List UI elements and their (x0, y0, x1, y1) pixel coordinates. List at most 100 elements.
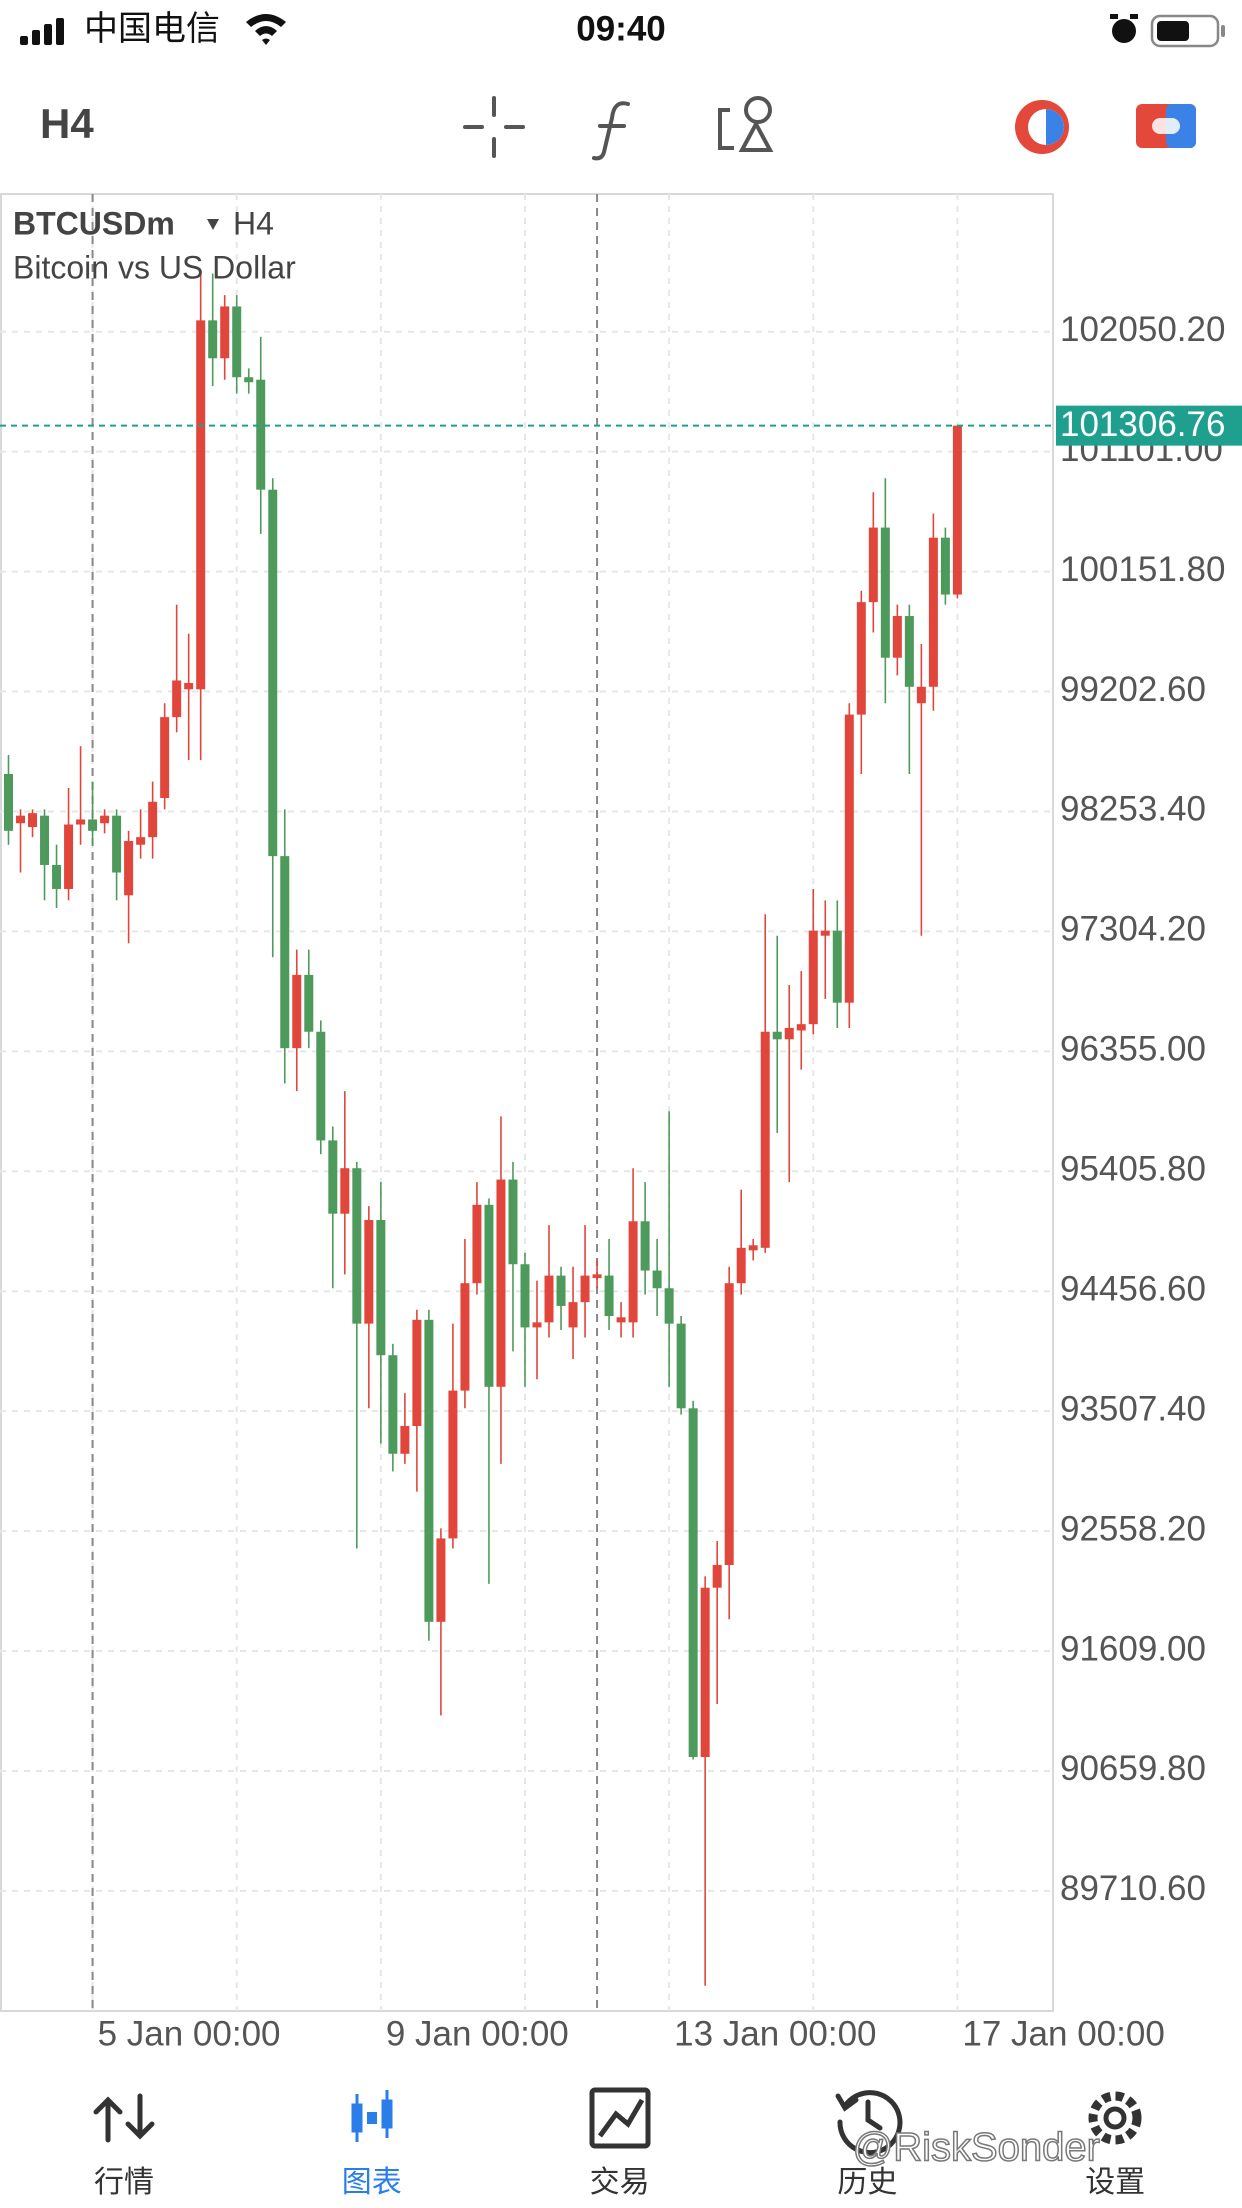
carrier: 中国电信 (84, 10, 220, 48)
candle-body (52, 864, 62, 889)
candle-body (268, 489, 278, 857)
chart-icon[interactable] (351, 2090, 393, 2142)
candle-body (508, 1179, 518, 1265)
candle-body (796, 1024, 806, 1031)
nav-tab-label[interactable]: 图表 (342, 2166, 402, 2199)
settings-icon[interactable] (1088, 2091, 1142, 2145)
nav-tab-label[interactable]: 设置 (1085, 2166, 1145, 2199)
trade-button[interactable] (1136, 104, 1196, 148)
signals-button[interactable] (1015, 100, 1069, 154)
candle-body (496, 1179, 506, 1387)
candle-body (832, 930, 842, 1003)
candle-body (892, 616, 902, 658)
candle-body (916, 686, 926, 704)
y-tick-label: 99202.60 (1060, 670, 1206, 709)
candle-body (340, 1168, 350, 1214)
symbol-description: Bitcoin vs US Dollar (13, 249, 296, 285)
clock: 09:40 (576, 9, 666, 48)
y-tick-label: 97304.20 (1060, 910, 1206, 949)
candle-body (664, 1288, 674, 1324)
objects-button[interactable] (718, 96, 774, 152)
candle-body (412, 1319, 422, 1426)
candle-body (376, 1220, 386, 1356)
alarm-icon (1110, 14, 1138, 43)
symbol-dropdown[interactable] (207, 219, 219, 230)
candle-body (184, 682, 194, 690)
candle-body (88, 819, 98, 831)
history-icon[interactable] (835, 2090, 903, 2156)
nav-tab-label[interactable]: 历史 (837, 2166, 897, 2199)
y-tick-label: 96355.00 (1060, 1030, 1206, 1069)
candle-body (712, 1564, 722, 1588)
timeframe-button[interactable]: H4 (40, 100, 94, 147)
candle-body (844, 714, 854, 1003)
trade-icon[interactable] (589, 2087, 651, 2149)
candle-body (388, 1355, 398, 1454)
x-tick-label: 5 Jan 00:00 (98, 2014, 281, 2053)
candle-body (448, 1390, 458, 1539)
candle-body (748, 1245, 758, 1251)
candle-body (676, 1323, 686, 1409)
candle-body (400, 1425, 410, 1454)
candle-body (904, 616, 914, 687)
candle-body (4, 773, 13, 831)
candle-body (880, 527, 890, 658)
candle-body (592, 1274, 602, 1279)
candle-body (460, 1283, 470, 1391)
candle-body (820, 930, 830, 936)
candle-body (556, 1275, 566, 1306)
candle-body (316, 1031, 326, 1141)
candle-body (724, 1283, 734, 1565)
candle-body (100, 815, 110, 824)
candle-body (64, 824, 74, 889)
candle-body (220, 306, 230, 359)
candle-body (568, 1302, 578, 1328)
candle-body (532, 1322, 542, 1328)
candle-body (244, 377, 254, 383)
wifi-icon (246, 14, 286, 45)
y-tick-label: 89710.60 (1060, 1869, 1206, 1908)
candle-body (868, 527, 878, 603)
y-tick-label: 102050.20 (1060, 310, 1225, 349)
candle-body (784, 1027, 794, 1040)
candle-body (160, 717, 170, 798)
symbol: BTCUSDm (13, 205, 175, 241)
x-tick-label: 17 Jan 00:00 (962, 2014, 1164, 2053)
candle-body (952, 425, 962, 595)
candle-body (544, 1275, 554, 1323)
candle-body (208, 320, 218, 359)
candle-body (436, 1538, 446, 1622)
candle-body (280, 856, 290, 1049)
crosshair-button[interactable] (463, 96, 525, 158)
price-tag-label: 101306.76 (1060, 405, 1225, 444)
price-tag (1056, 405, 1242, 446)
y-tick-label: 93507.40 (1060, 1389, 1206, 1428)
candle-body (232, 306, 242, 378)
chart-timeframe: H4 (233, 205, 274, 241)
candle-body (16, 815, 26, 824)
chart (0, 194, 1053, 2011)
y-tick-label: 98253.40 (1060, 790, 1206, 829)
candle-body (616, 1317, 626, 1323)
candle-body (700, 1587, 710, 1758)
y-tick-label: 90659.80 (1060, 1749, 1206, 1788)
candle-body (424, 1319, 434, 1622)
candle-body (484, 1204, 494, 1387)
candle-body (640, 1221, 650, 1271)
candle-body (604, 1275, 614, 1317)
nav-tab-label[interactable]: 交易 (590, 2166, 650, 2199)
nav-tab-label[interactable]: 行情 (94, 2166, 154, 2199)
indicators-button[interactable] (592, 101, 630, 161)
candle-body (40, 815, 50, 865)
quotes-icon[interactable] (93, 2093, 155, 2143)
candle-body (196, 320, 206, 690)
candle-body (520, 1264, 530, 1328)
candle-body (940, 537, 950, 595)
candle-body (124, 840, 134, 896)
x-tick-label: 13 Jan 00:00 (674, 2014, 876, 2053)
candle-body (352, 1168, 362, 1324)
candle-body (472, 1204, 482, 1284)
